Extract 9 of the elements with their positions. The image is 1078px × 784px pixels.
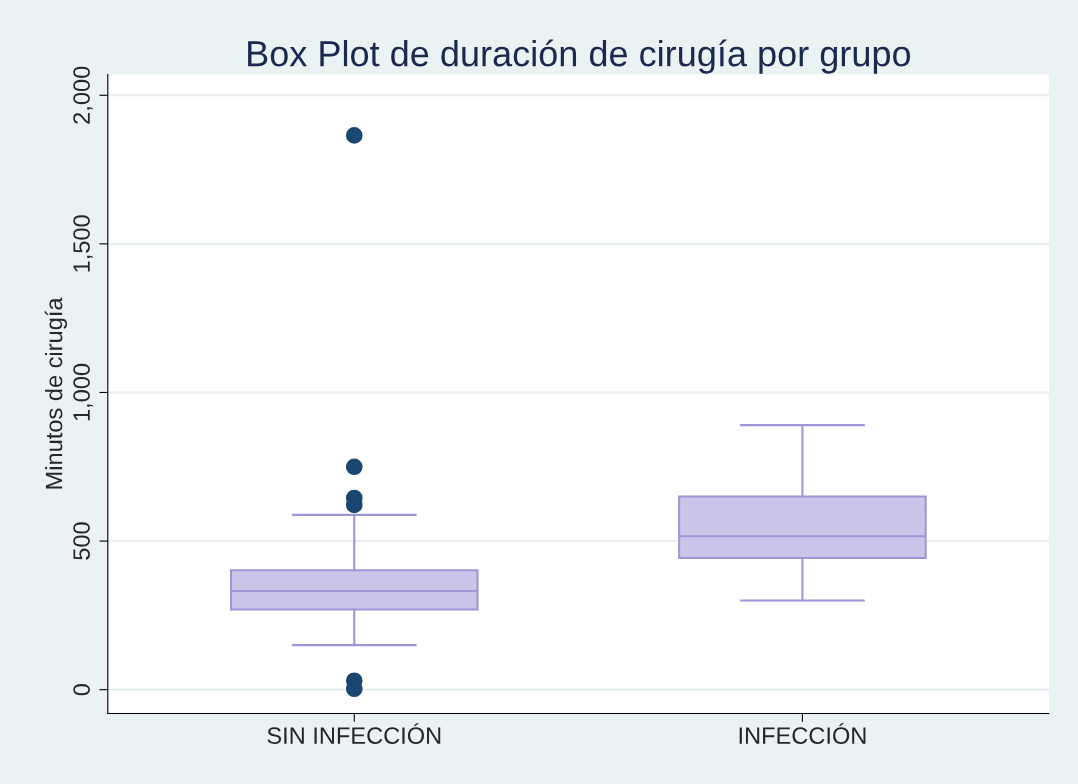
y-tick-label: 1,500 (73, 215, 93, 272)
x-tick-label: INFECCIÓN (739, 723, 866, 744)
x-tick-label: SIN INFECCIÓN (267, 723, 441, 744)
y-tick-label: 1,000 (73, 363, 93, 421)
y-tick-label: 2,000 (73, 66, 93, 124)
y-axis-title: Minutos de cirugía (44, 297, 68, 489)
chart-title: Box Plot de duración de cirugía por grupo (248, 39, 911, 74)
y-tick-label: 0 (73, 684, 90, 696)
y-tick-label: 500 (73, 522, 90, 560)
